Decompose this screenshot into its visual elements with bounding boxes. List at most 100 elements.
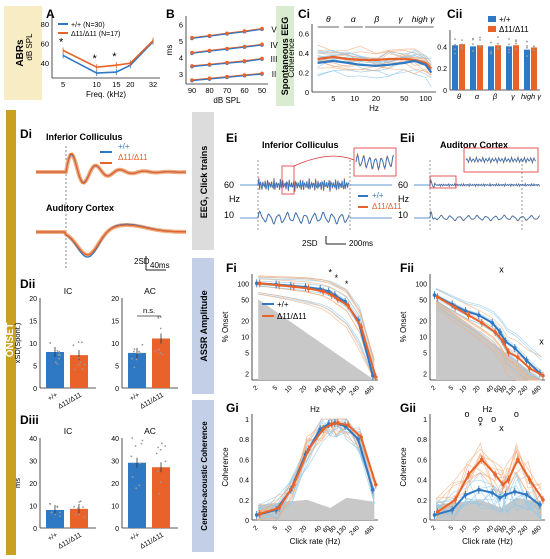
eii-60hz-ko [429,179,540,189]
fii-xtick: 2 [430,384,438,392]
diii-dot [157,446,160,449]
fi-individual-trace [258,293,375,381]
fi-annotation: * [335,273,339,283]
onset-section-bar [6,110,16,555]
fi-xtick: 80 [328,384,338,394]
diii-dot [155,452,158,455]
diii-bar [152,467,170,528]
diii-dot [141,439,144,442]
gi-mean-point [306,447,311,452]
diii-panel-title: AC [144,426,156,436]
gi-mean-point [336,421,340,425]
b-xtick: 50 [258,86,266,95]
gii-xtick: 5 [448,524,456,532]
gi-xtick: 20 [298,524,308,534]
diii-dot [131,437,134,439]
gii-xtick: 40 [485,524,495,534]
gi-mean-point [329,422,334,426]
gi-mean-point [277,506,281,510]
diii-category-label: Δ11/Δ11 [57,532,83,551]
panel-letter-fi: Fi [226,261,237,275]
ei-row-10: 10 [224,210,234,220]
di-scale-time: 40ms [150,261,170,270]
ci-band-label: γ [398,14,403,24]
dii-ytick: 5 [33,364,37,371]
gii-ylabel: Coherence [399,447,408,487]
fii-mean-point [480,321,484,325]
a-ytick: 80 [41,20,49,29]
fii-individual-trace [435,300,542,381]
diii-dot [50,511,53,514]
b-point [207,62,212,67]
chart-a: 5 10 15 20 32 40 60 80 Freq. (kHz) dB SPL * * * +/+ (… [25,16,160,99]
a-legend-label-wt: +/+ (N=30) [71,22,105,29]
dii-dot [138,350,141,353]
eii-60hz-wt [429,178,540,188]
a-xtick: 20 [126,80,134,89]
dii-category-label: Δ11/Δ11 [139,392,165,411]
b-point [225,74,229,79]
ci-series-ko [317,55,433,70]
gii-xtick: 80 [498,524,508,534]
fi-mean-point [254,281,259,286]
fii-annotation: x [499,265,504,275]
dii-dot [136,352,139,355]
ci-individual-trace [317,69,432,88]
gi-ytick: 0.8 [239,437,249,444]
cii-dot [454,43,456,46]
diii-dot [54,513,57,516]
fii-mean-point [516,355,520,360]
fi-legend-label-wt: +/+ [277,300,289,309]
gi-individual-trace [257,424,375,521]
gi-ylabel: Coherence [221,447,230,487]
fi-mean-point [257,281,262,286]
diii-category-label: Δ11/Δ11 [139,532,165,551]
cii-bar [488,46,494,90]
a-ytick: 60 [41,40,49,49]
dii-dot [56,349,59,352]
ci-ytick: 0.6 [299,30,309,39]
fi-individual-trace [258,280,375,371]
b-wave-label: IV [270,41,278,50]
chart-di [36,146,187,271]
di-ic-title: Inferior Colliculus [46,132,123,142]
eii-row-10: 10 [398,210,408,220]
a-xtick: 15 [112,80,120,89]
diii-dot [56,505,59,508]
cac-section-tab [192,400,214,552]
gii-individual-trace [435,484,542,514]
ci-individual-trace [317,65,432,78]
dii-dot [56,362,59,365]
fi-ytick: 100 [237,281,249,288]
dii-dot [131,357,134,360]
assr-section-tab [192,258,214,394]
panel-letter-di: Di [20,127,32,141]
dii-ytick: 15 [29,319,37,326]
cii-dot [490,50,492,53]
cii-dot [497,46,499,49]
fii-individual-trace [435,293,542,372]
cii-dot [490,41,492,44]
b-wave-label: V [271,25,277,34]
fii-xtick: 5 [448,384,456,392]
cii-dot [479,39,481,41]
b-xtick: 60 [240,86,248,95]
b-point [190,78,194,82]
b-xtick: 90 [188,86,196,95]
gi-ytick: 1 [245,417,249,424]
b-point [190,50,194,55]
cac-section-label: Cerebro-acoustic Coherence [200,421,209,531]
diii-ytick: 20 [29,481,37,488]
fii-annotation: x [539,337,544,347]
dii-ytick: 5 [115,364,119,371]
ci-band-label: high γ [412,14,435,24]
gi-xtick: 130 [335,524,348,537]
e-legend-wt: +/+ [372,191,384,200]
gi-xtick: 240 [348,524,361,537]
dii-ytick: 10 [111,341,119,348]
dii-dot [58,357,60,360]
fi-mean-point [359,325,363,329]
fi-xtick: 10 [284,384,294,394]
gi-mean-point [292,482,296,487]
